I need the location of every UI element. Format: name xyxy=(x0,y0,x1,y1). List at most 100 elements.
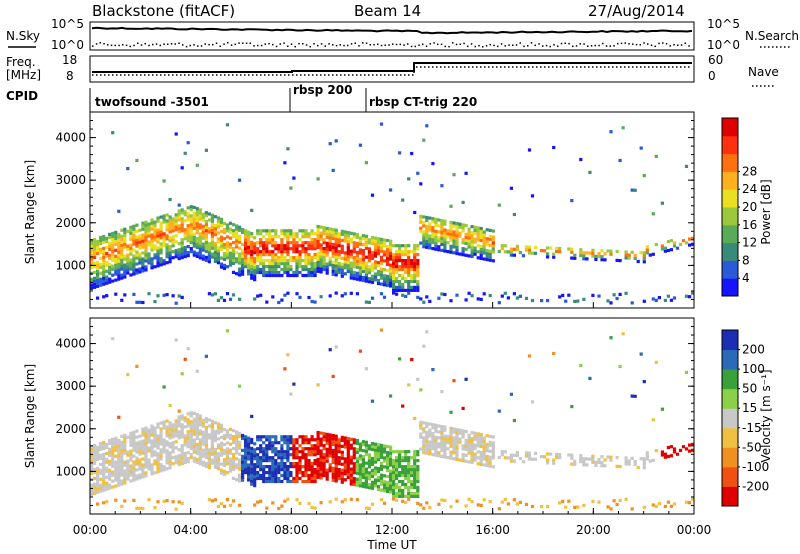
power-cell xyxy=(401,244,405,248)
power-cell xyxy=(195,236,199,241)
velocity-cell xyxy=(132,445,136,449)
velocity-cell xyxy=(431,368,435,372)
velocity-cell xyxy=(473,443,477,447)
power-cell xyxy=(627,256,631,260)
velocity-cell xyxy=(672,450,677,454)
velocity-cell xyxy=(325,438,329,442)
velocity-cell xyxy=(259,459,263,463)
velocity-cell xyxy=(331,451,335,456)
power-cell xyxy=(370,296,375,300)
power-cell xyxy=(108,241,112,245)
velocity-cell xyxy=(358,478,362,482)
velocity-cell xyxy=(684,447,689,451)
velocity-cell xyxy=(361,440,365,444)
velocity-cell xyxy=(416,450,420,454)
velocity-cell xyxy=(512,453,516,457)
power-cell xyxy=(235,224,239,228)
power-cell xyxy=(162,262,166,266)
velocity-cell xyxy=(672,502,677,506)
power-cell xyxy=(416,279,420,284)
velocity-cell xyxy=(527,457,532,461)
velocity-cell xyxy=(247,442,251,446)
power-cell xyxy=(286,270,290,275)
velocity-cell xyxy=(90,477,94,481)
power-cell xyxy=(497,203,501,207)
power-cell xyxy=(120,267,124,271)
power-cell xyxy=(156,216,160,220)
velocity-cell xyxy=(479,450,483,454)
power-cell xyxy=(464,253,468,257)
power-cell xyxy=(364,261,368,265)
power-cell xyxy=(102,295,106,299)
power-cell xyxy=(238,237,242,241)
velocity-cell xyxy=(117,477,121,481)
velocity-cell xyxy=(177,500,181,504)
power-cell xyxy=(244,247,248,251)
power-cell xyxy=(389,254,393,258)
power-cell xyxy=(343,251,347,255)
power-cell xyxy=(609,249,613,253)
power-cell xyxy=(334,264,338,268)
velocity-cell xyxy=(558,453,562,457)
velocity-cell xyxy=(225,447,230,451)
nsearch-dot xyxy=(388,44,390,46)
velocity-cell xyxy=(262,447,266,451)
power-cell xyxy=(304,262,308,266)
velocity-cell xyxy=(395,450,399,454)
power-cell xyxy=(642,254,646,258)
power-cell xyxy=(404,244,408,248)
velocity-cell xyxy=(404,453,408,457)
power-cell xyxy=(461,253,465,257)
velocity-cell xyxy=(340,471,344,475)
power-cell xyxy=(431,217,435,221)
velocity-cell xyxy=(410,473,414,478)
power-cell xyxy=(666,294,670,298)
velocity-cell xyxy=(401,468,405,472)
velocity-cell xyxy=(102,485,106,489)
velocity-cell xyxy=(482,442,486,446)
power-cell xyxy=(410,273,414,278)
velocity-cell xyxy=(207,424,211,428)
velocity-cell xyxy=(132,469,136,473)
power-cell xyxy=(177,227,181,231)
velocity-cell xyxy=(244,453,248,457)
power-cell xyxy=(524,248,529,252)
power-cell xyxy=(120,240,124,244)
velocity-cell xyxy=(141,475,145,479)
velocity-cell xyxy=(645,454,649,458)
power-cell xyxy=(392,262,396,266)
velocity-cell xyxy=(228,457,233,461)
power-cell xyxy=(322,241,326,245)
power-cell xyxy=(449,232,453,236)
velocity-cell xyxy=(410,494,414,498)
velocity-cell xyxy=(102,488,106,492)
power-cell xyxy=(271,229,275,233)
power-cell xyxy=(434,241,438,245)
power-cell xyxy=(416,247,420,251)
velocity-cell xyxy=(156,458,160,462)
velocity-cell xyxy=(298,468,302,472)
velocity-cell xyxy=(222,469,227,473)
velocity-cell xyxy=(102,470,106,474)
velocity-cell xyxy=(642,457,646,461)
power-cell xyxy=(138,255,142,259)
velocity-cell xyxy=(99,489,103,493)
velocity-cell xyxy=(105,475,109,479)
velocity-cell xyxy=(210,425,214,429)
power-cell xyxy=(428,299,432,303)
power-cell xyxy=(292,235,296,239)
power-cell xyxy=(274,270,278,275)
velocity-cell xyxy=(379,482,384,486)
power-cell xyxy=(527,251,532,255)
velocity-cell xyxy=(271,435,275,439)
power-cell xyxy=(250,267,254,271)
velocity-cell xyxy=(219,502,224,506)
velocity-cell xyxy=(292,450,296,454)
velocity-cell xyxy=(129,458,133,462)
power-cell xyxy=(455,245,459,250)
power-cell xyxy=(180,250,184,254)
power-cell xyxy=(198,223,202,227)
power-cell xyxy=(319,295,323,299)
velocity-cell xyxy=(216,464,220,468)
power-cell xyxy=(322,247,326,251)
